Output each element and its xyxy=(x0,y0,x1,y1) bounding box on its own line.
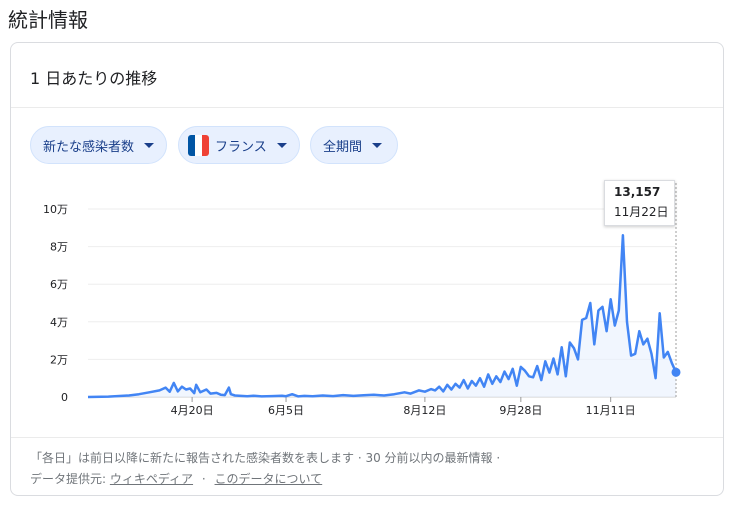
y-tick-label: 4万 xyxy=(50,316,68,329)
footer-divider xyxy=(11,437,723,438)
separator: · xyxy=(201,472,206,486)
caret-down-icon xyxy=(144,142,154,148)
footnote-text: 「各日」は前日以降に新たに報告された感染者数を表します · 30 分前以内の最新… xyxy=(30,451,501,465)
chart-tooltip: 13,157 11月22日 xyxy=(604,180,675,226)
card-title: 1 日あたりの推移 xyxy=(30,69,158,88)
caret-down-icon xyxy=(372,142,383,148)
wikipedia-link[interactable]: ウィキペディア xyxy=(109,472,194,486)
x-tick-label: 8月12日 xyxy=(403,404,446,417)
y-tick-label: 10万 xyxy=(43,203,68,216)
about-data-link[interactable]: このデータについて xyxy=(214,472,323,486)
y-tick-label: 8万 xyxy=(50,241,68,254)
hover-point-marker xyxy=(671,367,681,377)
y-tick-label: 2万 xyxy=(50,353,68,366)
tooltip-value: 13,157 xyxy=(614,185,661,199)
x-tick-label: 11月11日 xyxy=(586,404,636,417)
x-tick-label: 4月20日 xyxy=(171,404,214,417)
metric-dropdown[interactable]: 新たな感染者数 xyxy=(30,126,167,164)
metric-dropdown-label: 新たな感染者数 xyxy=(43,139,135,155)
footnote: 「各日」は前日以降に新たに報告された感染者数を表します · 30 分前以内の最新… xyxy=(30,448,720,490)
page-title: 統計情報 xyxy=(8,8,88,32)
daily-cases-chart[interactable]: 0 2万 4万 6万 8万 10万 4月20日 6月5日 8月12日 9月28日 11月11日 xyxy=(11,43,723,433)
series-area xyxy=(88,235,676,397)
header-divider xyxy=(11,107,723,108)
country-dropdown[interactable]: フランス xyxy=(178,126,300,164)
tooltip-date: 11月22日 xyxy=(614,205,669,219)
period-dropdown[interactable]: 全期間 xyxy=(310,126,398,164)
source-label: データ提供元: xyxy=(30,472,107,486)
stats-card: 1 日あたりの推移 新たな感染者数 フランス 全期間 0 2万 4万 6万 8万 10万 4… xyxy=(10,42,724,496)
x-tick-label: 9月28日 xyxy=(499,404,542,417)
y-tick-label: 6万 xyxy=(50,278,68,291)
period-dropdown-label: 全期間 xyxy=(323,139,363,155)
country-dropdown-label: フランス xyxy=(215,139,267,155)
france-flag-icon xyxy=(188,134,209,156)
caret-down-icon xyxy=(276,142,287,148)
y-tick-label: 0 xyxy=(61,391,68,404)
x-tick-label: 6月5日 xyxy=(268,404,304,417)
series-line xyxy=(87,234,678,399)
